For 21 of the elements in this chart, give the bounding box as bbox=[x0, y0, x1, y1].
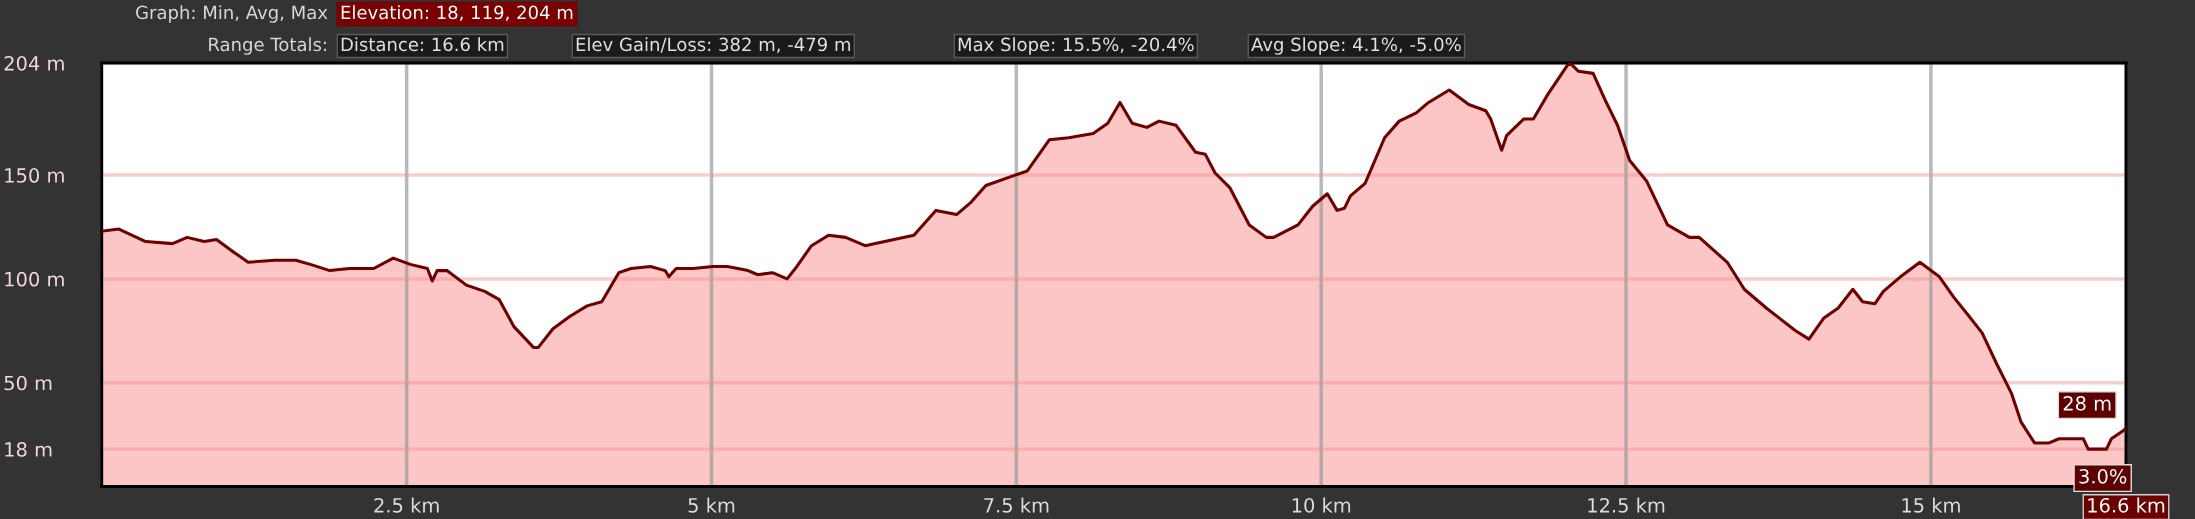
x-tick-label: 15 km bbox=[1902, 497, 1960, 513]
x-tick-label: 16.6 km bbox=[2088, 497, 2165, 513]
chart-subtitle: Elevation: 18, 119, 204 m bbox=[341, 5, 573, 22]
text: Max Slope: 15.5%, -20.4% bbox=[958, 37, 1194, 55]
text: Avg Slope: 4.1%, -5.0% bbox=[1251, 37, 1461, 55]
text: Range Totals: bbox=[209, 37, 326, 55]
y-tick-label: 150 m bbox=[5, 168, 64, 183]
text: Elev Gain/Loss: 382 m, -479 m bbox=[576, 37, 851, 54]
x-tick-label: 5 km bbox=[688, 497, 735, 513]
y-tick-label: 18 m bbox=[5, 442, 52, 457]
y-tick-label: 100 m bbox=[5, 271, 64, 287]
x-tick-label: 7.5 km bbox=[984, 497, 1049, 513]
x-tick-label: 2.5 km bbox=[374, 497, 439, 513]
y-tick-label: 50 m bbox=[4, 375, 52, 391]
x-tick-label: 12.5 km bbox=[1588, 497, 1665, 513]
chart-title: Graph: Min, Avg, Max bbox=[136, 5, 328, 23]
y-tick-label: 204 m bbox=[4, 55, 64, 71]
annotation: 28 m bbox=[2063, 396, 2111, 411]
text: Distance: 16.6 km bbox=[341, 37, 504, 52]
x-tick-label: 10 km bbox=[1292, 497, 1351, 513]
annotation: 3.0% bbox=[2079, 468, 2127, 484]
